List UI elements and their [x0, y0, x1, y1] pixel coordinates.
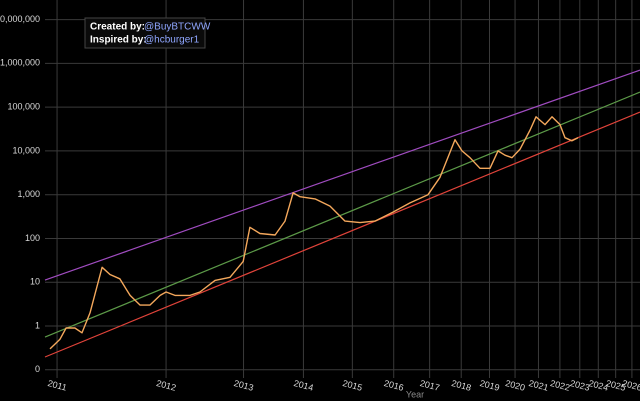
- y-tick-label: 1,000,000: [0, 58, 40, 68]
- x-tick-label: 2011: [47, 378, 68, 393]
- series-line: [49, 116, 579, 350]
- x-axis-title: Year: [406, 389, 424, 399]
- y-tick-label: 10,000,000: [0, 14, 40, 24]
- series-line: [44, 69, 640, 281]
- y-tick-label: 0: [35, 364, 40, 374]
- y-tick-label: 1: [35, 320, 40, 330]
- credits-box: Created by: @BuyBTCWW Inspired by: @hcbu…: [84, 17, 211, 49]
- credit-handle: @hcburger1: [144, 35, 200, 46]
- y-tick-label: 1,000: [17, 189, 40, 199]
- series-line: [44, 111, 640, 358]
- y-tick-label: 100,000: [7, 102, 40, 112]
- series-line: [44, 91, 640, 338]
- y-tick-label: 10: [30, 277, 40, 287]
- y-tick-label: 10,000: [12, 145, 40, 155]
- credits-frame: [84, 17, 206, 49]
- credit-handle: @BuyBTCWW: [144, 22, 211, 33]
- credit-label: Inspired by:: [90, 35, 147, 46]
- plot-area: [44, 69, 640, 358]
- y-tick-label: 100: [25, 233, 40, 243]
- credit-label: Created by:: [90, 22, 145, 33]
